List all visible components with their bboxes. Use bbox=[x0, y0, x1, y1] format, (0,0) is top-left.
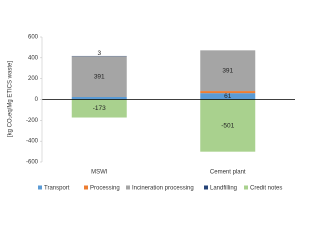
value-label: 391 bbox=[94, 73, 105, 80]
bar-segment bbox=[71, 97, 127, 100]
y-tick-label: 200 bbox=[28, 76, 39, 82]
value-label: 391 bbox=[222, 67, 233, 74]
legend-label: Transport bbox=[44, 186, 70, 192]
bar-segment bbox=[71, 56, 127, 97]
y-tick-label: -600 bbox=[26, 160, 39, 166]
y-tick-label: 0 bbox=[35, 97, 39, 103]
y-axis-label: [kg CO₂eq/Mg ETICS waste] bbox=[8, 61, 14, 137]
bar-segment bbox=[200, 91, 256, 94]
y-tick-label: -200 bbox=[26, 118, 39, 124]
legend-label: Landfilling bbox=[210, 186, 237, 192]
bar-segment bbox=[200, 99, 256, 152]
x-tick-label: Cement plant bbox=[210, 170, 246, 176]
value-label: 3 bbox=[97, 50, 101, 57]
value-label: -501 bbox=[221, 122, 234, 129]
legend-swatch bbox=[244, 185, 248, 190]
bar-segment bbox=[200, 50, 256, 92]
chart: [kg CO₂eq/Mg ETICS waste] -600 -400 -200 0 2… bbox=[8, 35, 295, 192]
y-tick-label: -400 bbox=[26, 139, 39, 145]
bar-segment bbox=[71, 99, 127, 118]
y-tick-label: 400 bbox=[28, 55, 39, 61]
value-label: 61 bbox=[224, 93, 232, 100]
legend-swatch bbox=[84, 185, 88, 190]
legend-swatch bbox=[38, 185, 42, 190]
page: {"chart_data": {"type": "stacked_bar", "… bbox=[7, 34, 295, 192]
y-tick-label: 600 bbox=[28, 35, 39, 41]
legend-swatch bbox=[126, 185, 130, 190]
legend-swatch bbox=[204, 185, 208, 190]
legend-label: Incineration processing bbox=[132, 186, 194, 192]
x-tick-label: MSWI bbox=[91, 170, 108, 176]
legend-label: Credit notes bbox=[250, 186, 282, 192]
value-label: -173 bbox=[93, 105, 106, 112]
legend-label: Processing bbox=[90, 186, 120, 192]
bar-segment bbox=[200, 93, 256, 100]
